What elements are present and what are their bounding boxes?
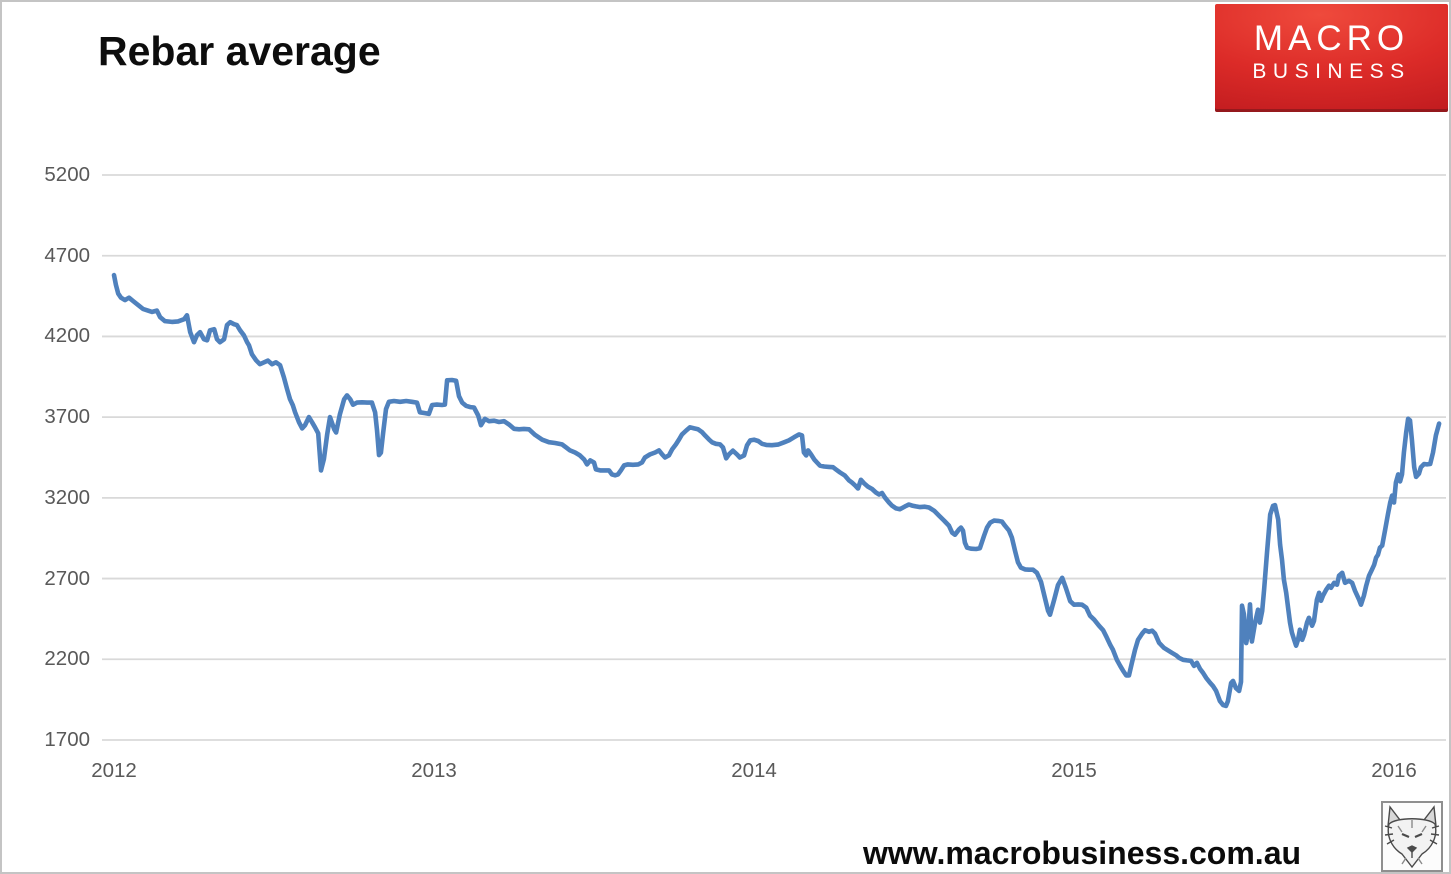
- x-tick-label: 2014: [731, 759, 777, 782]
- y-tick-label: 5200: [44, 163, 90, 186]
- logo-business-text: BUSINESS: [1252, 60, 1411, 83]
- y-tick-label: 3200: [44, 485, 90, 509]
- y-tick-label: 2700: [44, 566, 90, 590]
- x-tick-label: 2012: [91, 759, 137, 782]
- gridlines: [102, 174, 1446, 741]
- y-tick-label: 1700: [44, 728, 90, 751]
- macrobusiness-logo: MACRO BUSINESS: [1215, 4, 1448, 112]
- x-tick-label: 2013: [411, 759, 457, 782]
- x-tick-label: 2015: [1051, 759, 1097, 782]
- chart-title: Rebar average: [98, 28, 381, 74]
- y-tick-label: 2200: [44, 647, 90, 671]
- x-tick-label: 2016: [1371, 759, 1417, 782]
- y-tick-label: 4700: [44, 243, 90, 267]
- y-tick-label: 3700: [44, 405, 90, 429]
- logo-macro-text: MACRO: [1253, 19, 1410, 58]
- y-tick-label: 4200: [44, 324, 90, 348]
- fox-sketch-icon: [1381, 801, 1443, 872]
- rebar-price-line: [111, 272, 1442, 709]
- footer-url: www.macrobusiness.com.au: [862, 835, 1302, 871]
